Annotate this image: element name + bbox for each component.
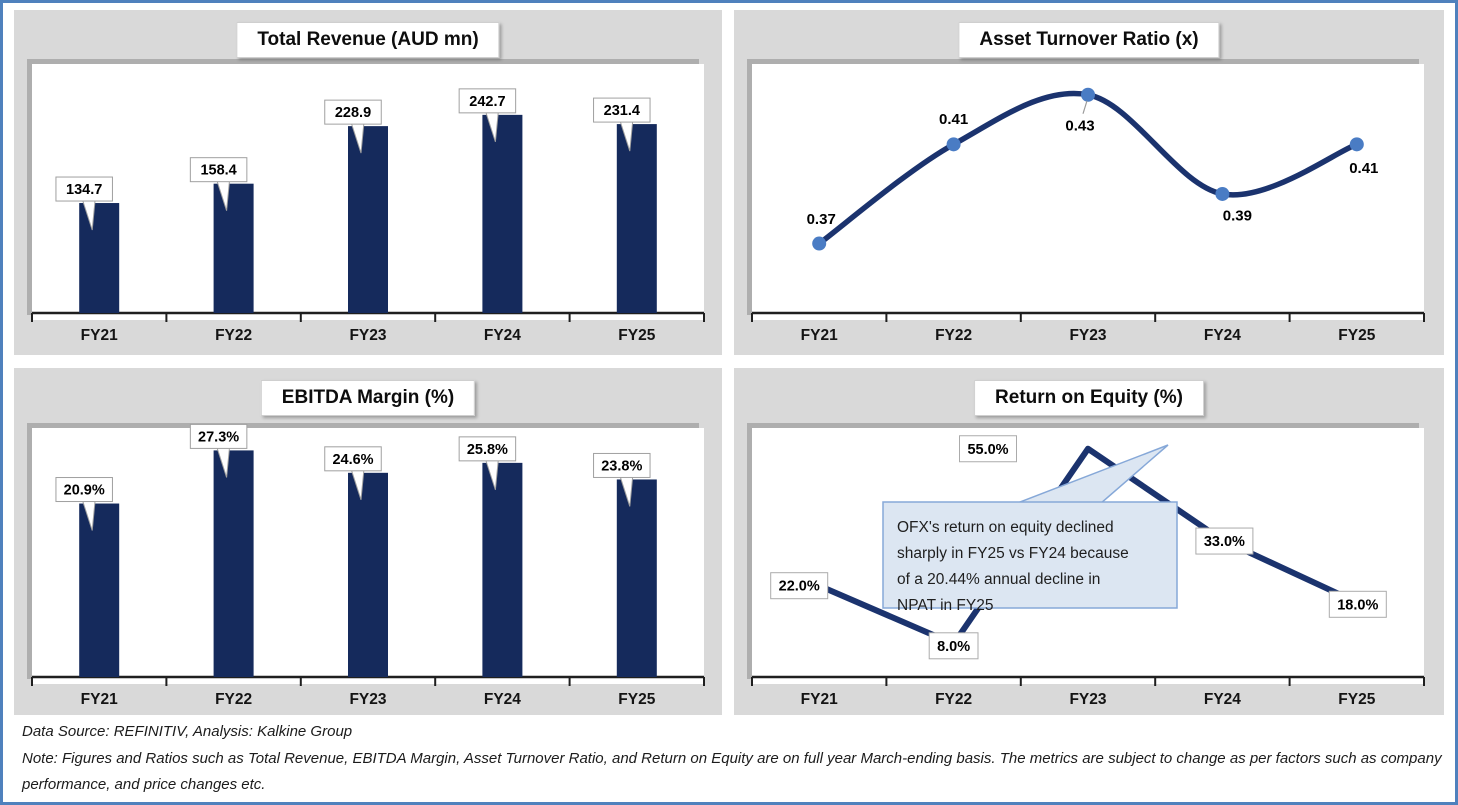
bar-FY22 <box>213 183 254 313</box>
data-label-FY21: 0.37 <box>807 211 836 228</box>
total-revenue-chart-canvas: FY21 FY22 FY23 FY24 FY25 134.7 158.4 228.9 242.7… <box>27 59 705 344</box>
note-line: Note: Figures and Ratios such as Total R… <box>22 750 1442 793</box>
callout-text-line: OFX's return on equity declined <box>897 519 1114 536</box>
point-marker-FY21 <box>812 236 827 251</box>
x-axis-label-FY23: FY23 <box>1069 691 1106 708</box>
data-label-FY23: 55.0% <box>967 442 1008 458</box>
bar-FY21 <box>79 203 120 313</box>
data-label-FY25: 18.0% <box>1337 597 1378 613</box>
callout-text-line: NPAT in FY25 <box>897 597 993 614</box>
x-axis-label-FY21: FY21 <box>81 691 118 708</box>
data-label-FY25: 231.4 <box>604 103 640 119</box>
data-label-FY23: 228.9 <box>335 105 371 121</box>
data-label-FY24: 242.7 <box>469 94 505 110</box>
series-line <box>816 445 1360 647</box>
data-label-box <box>324 99 382 125</box>
ebitda-margin-chart-panel: EBITDA Margin (%) FY21 FY22 FY23 FY24 FY25 20… <box>14 368 722 715</box>
x-axis-label-FY21: FY21 <box>81 327 118 344</box>
label-leader-line <box>1082 100 1088 114</box>
x-axis-label-FY24: FY24 <box>484 691 521 708</box>
bar-FY23 <box>348 472 388 677</box>
data-label-FY24: 0.39 <box>1223 207 1252 224</box>
data-label-FY24: 33.0% <box>1204 534 1245 550</box>
data-label-FY24: 25.8% <box>467 442 508 458</box>
x-axis-label-FY23: FY23 <box>349 691 386 708</box>
return-on-equity-chart-title: Return on Equity (%) <box>974 380 1204 416</box>
data-label-box <box>458 88 517 114</box>
return-on-equity-chart-panel: Return on Equity (%) FY21 FY22 FY23 FY24 FY2… <box>734 368 1444 715</box>
x-axis-label-FY21: FY21 <box>801 691 838 708</box>
point-marker-FY24 <box>1215 186 1230 201</box>
return-on-equity-chart-canvas: FY21 FY22 FY23 FY24 FY25 22.0% 8.0% 55.0% 33.0% 1… <box>747 423 1425 708</box>
asset-turnover-chart-panel: Asset Turnover Ratio (x) FY21 FY22 FY23 FY2… <box>734 10 1444 355</box>
data-label-box <box>1195 527 1254 555</box>
x-axis-label-FY24: FY24 <box>1204 691 1241 708</box>
callout-text-line: sharply in FY25 vs FY24 because <box>897 545 1129 562</box>
bar-FY25 <box>616 479 657 677</box>
point-marker-FY23 <box>1081 87 1095 102</box>
bar-FY21 <box>79 503 120 677</box>
x-axis-label-FY25: FY25 <box>618 327 655 344</box>
data-label-FY25: 0.41 <box>1349 160 1378 177</box>
asset-turnover-chart-canvas: FY21 FY22 FY23 FY24 FY25 0.37 0.41 0.43 0.39 0.41 <box>747 59 1425 344</box>
ebitda-margin-chart-title: EBITDA Margin (%) <box>260 380 476 416</box>
x-axis-label-FY25: FY25 <box>1338 327 1375 344</box>
x-axis-label-FY24: FY24 <box>484 327 521 344</box>
bar-FY24 <box>482 462 523 677</box>
data-label-box <box>189 157 248 183</box>
data-label-box <box>324 446 382 472</box>
asset-turnover-chart-title: Asset Turnover Ratio (x) <box>958 22 1220 58</box>
x-axis-label-FY24: FY24 <box>1204 327 1241 344</box>
data-label-FY23: 24.6% <box>332 452 373 468</box>
x-axis-label-FY22: FY22 <box>935 691 972 708</box>
data-label-FY22: 27.3% <box>198 429 239 445</box>
data-label-box <box>959 435 1017 463</box>
point-marker-FY22 <box>946 137 961 152</box>
data-label-FY21: 134.7 <box>66 182 102 198</box>
data-label-FY22: 0.41 <box>939 111 968 128</box>
data-label-box <box>770 572 829 600</box>
data-label-box <box>593 452 651 478</box>
data-label-FY22: 8.0% <box>937 639 970 655</box>
ebitda-margin-chart-canvas: FY21 FY22 FY23 FY24 FY25 20.9% 27.3% 24.6% 25.8%… <box>27 423 705 708</box>
data-label-box <box>189 423 248 449</box>
data-label-FY21: 20.9% <box>64 483 105 499</box>
data-label-box <box>593 97 651 123</box>
bar-FY23 <box>348 126 388 314</box>
total-revenue-chart-panel: Total Revenue (AUD mn) FY21 FY22 FY23 FY24 F… <box>14 10 722 355</box>
point-marker-FY25 <box>1349 137 1364 152</box>
plot-area <box>752 64 1424 320</box>
data-label-box <box>55 477 113 503</box>
bar-FY24 <box>482 114 523 313</box>
data-label-box <box>1328 590 1387 618</box>
data-label-box <box>928 632 979 660</box>
data-label-FY21: 22.0% <box>779 579 820 595</box>
data-label-box <box>458 436 517 462</box>
data-label-FY23: 0.43 <box>1065 117 1094 134</box>
x-axis-label-FY22: FY22 <box>935 327 972 344</box>
footer-notes: Data Source: REFINITIV, Analysis: Kalkin… <box>22 719 1446 798</box>
bar-FY22 <box>213 450 254 677</box>
data-source-line: Data Source: REFINITIV, Analysis: Kalkin… <box>22 723 353 740</box>
data-label-box <box>55 176 113 202</box>
x-axis-label-FY21: FY21 <box>801 327 838 344</box>
x-axis-label-FY23: FY23 <box>1069 327 1106 344</box>
data-label-FY25: 23.8% <box>601 458 642 474</box>
x-axis-label-FY22: FY22 <box>215 327 252 344</box>
callout-text-line: of a 20.44% annual decline in <box>897 571 1100 588</box>
x-axis-label-FY25: FY25 <box>618 691 655 708</box>
x-axis-label-FY23: FY23 <box>349 327 386 344</box>
x-axis-label-FY25: FY25 <box>1338 691 1375 708</box>
total-revenue-chart-title: Total Revenue (AUD mn) <box>236 22 500 58</box>
data-label-FY22: 158.4 <box>200 163 236 179</box>
bar-FY25 <box>616 124 657 314</box>
x-axis-label-FY22: FY22 <box>215 691 252 708</box>
callout-box <box>882 501 1178 609</box>
